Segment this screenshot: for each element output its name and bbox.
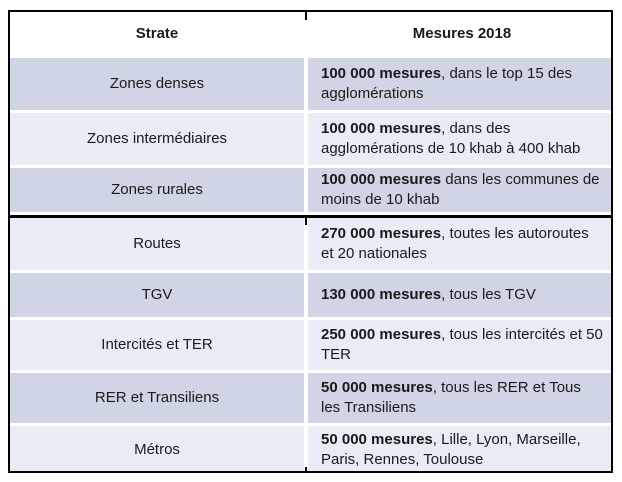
strate-cell: Zones intermédiaires [10, 113, 304, 165]
mesures-text: 100 000 mesures, dans des agglomérations… [321, 120, 581, 157]
strate-cell: TGV [10, 273, 304, 317]
strate-cell: Routes [10, 218, 304, 270]
table-row: Intercités et TER 250 000 mesures, tous … [10, 320, 611, 370]
mesures-text: 100 000 mesures dans les communes de moi… [321, 171, 600, 208]
table-row: Métros 50 000 mesures, Lille, Lyon, Mars… [10, 426, 611, 471]
table-row: TGV 130 000 mesures, tous les TGV [10, 273, 611, 317]
header-strate-label: Strate [135, 24, 179, 42]
mesures-text: 50 000 mesures, Lille, Lyon, Marseille, … [321, 431, 581, 468]
mesures-cell: 270 000 mesures, toutes les autoroutes e… [308, 218, 611, 270]
mesures-cell: 250 000 mesures, tous les intercités et … [308, 320, 611, 370]
header-mesures-label: Mesures 2018 [412, 24, 512, 42]
mesures-cell: 100 000 mesures dans les communes de moi… [308, 168, 611, 212]
strate-label: TGV [141, 286, 173, 303]
mesures-cell: 130 000 mesures, tous les TGV [308, 273, 611, 317]
table-row: Routes 270 000 mesures, toutes les autor… [10, 218, 611, 270]
strate-label: RER et Transiliens [94, 389, 220, 406]
measures-table: Strate Mesures 2018 Zones denses 100 000… [8, 10, 613, 473]
header-mesures: Mesures 2018 [308, 12, 611, 55]
mesures-text: 100 000 mesures, dans le top 15 des aggl… [321, 65, 573, 102]
strate-label: Routes [133, 235, 181, 252]
table-row: RER et Transiliens 50 000 mesures, tous … [10, 373, 611, 423]
mesures-text: 130 000 mesures, tous les TGV [321, 286, 536, 303]
mesures-cell: 100 000 mesures, dans des agglomérations… [308, 113, 611, 165]
mesures-text: 270 000 mesures, toutes les autoroutes e… [321, 225, 589, 262]
mesures-cell: 100 000 mesures, dans le top 15 des aggl… [308, 58, 611, 110]
header-strate: Strate [10, 12, 304, 55]
table-row: Zones denses 100 000 mesures, dans le to… [10, 58, 611, 110]
table-row: Zones rurales 100 000 mesures dans les c… [10, 168, 611, 212]
strate-cell: RER et Transiliens [10, 373, 304, 423]
strate-label: Zones rurales [111, 181, 203, 198]
strate-cell: Intercités et TER [10, 320, 304, 370]
mesures-cell: 50 000 mesures, Lille, Lyon, Marseille, … [308, 426, 611, 471]
strate-label: Intercités et TER [101, 336, 213, 353]
strate-label: Zones denses [109, 75, 205, 92]
mesures-text: 50 000 mesures, tous les RER et Tous les… [321, 379, 581, 416]
strate-cell: Zones denses [10, 58, 304, 110]
mesures-cell: 50 000 mesures, tous les RER et Tous les… [308, 373, 611, 423]
header-row: Strate Mesures 2018 [10, 12, 611, 55]
strate-label: Zones intermédiaires [86, 130, 228, 147]
strate-label: Métros [134, 441, 180, 458]
strate-cell: Métros [10, 426, 304, 471]
strate-cell: Zones rurales [10, 168, 304, 212]
section-divider [10, 215, 611, 218]
mesures-text: 250 000 mesures, tous les intercités et … [321, 326, 603, 363]
table-row: Zones intermédiaires 100 000 mesures, da… [10, 113, 611, 165]
